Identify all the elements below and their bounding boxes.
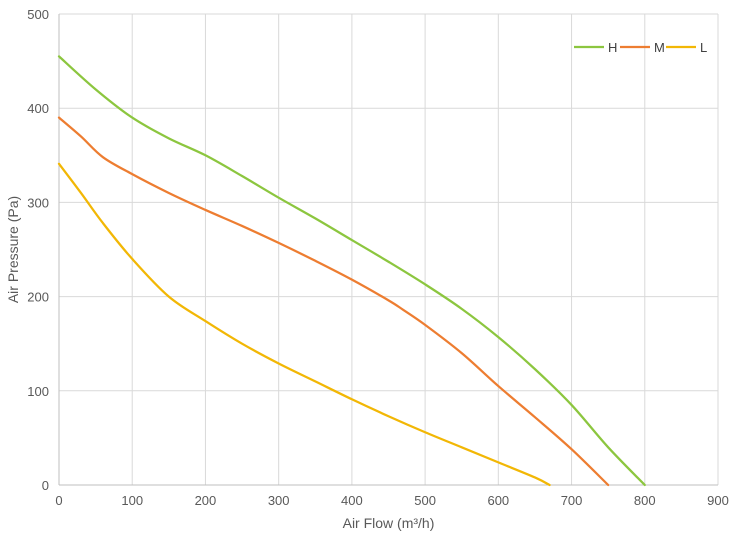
series-line-l bbox=[57, 162, 551, 487]
axes bbox=[58, 14, 718, 486]
x-tick-label: 700 bbox=[561, 493, 583, 508]
x-tick-label: 400 bbox=[341, 493, 363, 508]
y-tick-label: 300 bbox=[27, 195, 49, 210]
y-tick-label: 500 bbox=[27, 7, 49, 22]
y-axis-title: Air Pressure (Pa) bbox=[5, 196, 21, 303]
legend-label-m: M bbox=[654, 40, 665, 55]
x-tick-label: 800 bbox=[634, 493, 656, 508]
x-tick-label: 900 bbox=[707, 493, 729, 508]
gridlines bbox=[58, 13, 719, 486]
y-tick-label: 200 bbox=[27, 290, 49, 305]
series-lines bbox=[57, 55, 646, 487]
series-line-m bbox=[57, 116, 610, 487]
legend-label-l: L bbox=[700, 40, 707, 55]
x-tick-label: 200 bbox=[195, 493, 217, 508]
y-tick-label: 400 bbox=[27, 101, 49, 116]
x-tick-label: 0 bbox=[55, 493, 62, 508]
tick-labels: 0 100 200 300 400 500 600 700 800 900 0 100 200 300 40… bbox=[27, 7, 729, 508]
x-axis-title: Air Flow (m³/h) bbox=[343, 515, 435, 531]
x-tick-label: 500 bbox=[414, 493, 436, 508]
y-tick-label: 0 bbox=[42, 478, 49, 493]
y-tick-label: 100 bbox=[27, 384, 49, 399]
x-tick-label: 600 bbox=[487, 493, 509, 508]
x-tick-label: 300 bbox=[268, 493, 290, 508]
series-line-h bbox=[57, 55, 646, 487]
x-tick-label: 100 bbox=[121, 493, 143, 508]
legend-label-h: H bbox=[608, 40, 617, 55]
